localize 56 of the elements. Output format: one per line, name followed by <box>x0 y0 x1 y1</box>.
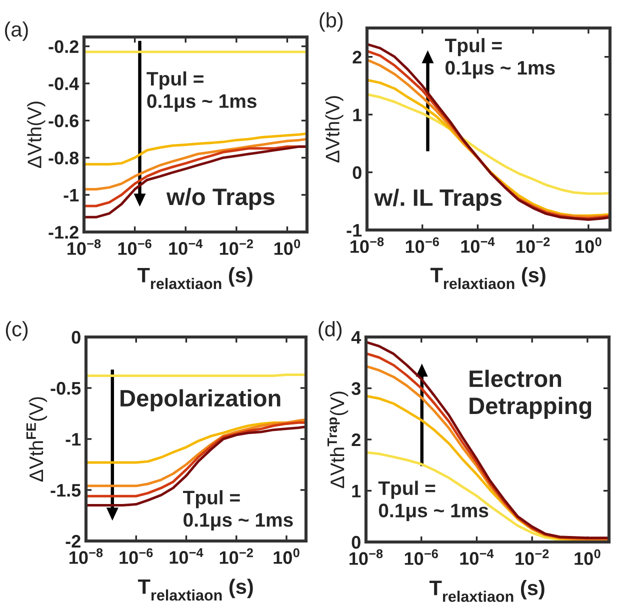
chart-title: (b) <box>320 12 343 32</box>
y-tick-label: 3 <box>352 382 360 395</box>
y-tick-label: -1 <box>346 224 362 237</box>
x-tick-label: 10$^{−6}$ <box>118 239 152 255</box>
y-tick-label: -0.6 <box>48 114 78 128</box>
x-tick-label: 10$^{−8}$ <box>350 237 384 253</box>
x-tick-label: 10$^{−2}$ <box>516 549 549 565</box>
x-tick-label: 10$^{−4}$ <box>170 548 204 564</box>
y-tick-label: -1 <box>66 433 81 446</box>
x-tick-label: 10$^{0}$ <box>574 549 600 565</box>
y-tick-label: 0 <box>352 536 360 549</box>
annotation: w/o Traps <box>166 188 274 210</box>
x-tick-label: 10$^{−6}$ <box>120 548 153 564</box>
x-tick-label: 10$^{−8}$ <box>68 239 101 255</box>
annotation: Tpul = 0.1μs ~ 1ms <box>183 490 293 531</box>
chart-title: (d) <box>318 321 342 341</box>
x-tick-label: 10$^{−2}$ <box>516 237 550 253</box>
x-tick-label: 10$^{0}$ <box>576 237 602 253</box>
annotation: Tpul = 0.1μs ~ 1ms <box>444 38 555 78</box>
x-tick-label: 10$^{−2}$ <box>220 548 253 564</box>
annotation: Depolarization <box>120 389 280 412</box>
x-tick-label: 10$^{−4}$ <box>169 239 203 255</box>
y-tick-label: -0.8 <box>48 152 79 164</box>
chart-title: (a) <box>5 21 28 41</box>
y-tick-label: 0 <box>72 330 80 344</box>
y-tick-label: -1 <box>64 188 79 202</box>
x-tick-label: 10$^{0}$ <box>274 548 300 564</box>
y-tick-label: 2 <box>352 50 362 64</box>
x-tick-label: 10$^{−8}$ <box>350 549 383 565</box>
annotation: Electron Detrapping <box>470 370 592 420</box>
y-tick-label: 2 <box>352 433 360 446</box>
x-tick-label: 10$^{−6}$ <box>406 237 439 253</box>
y-tick-label: -1.2 <box>48 226 78 239</box>
x-tick-label: 10$^{−4}$ <box>460 549 494 565</box>
y-tick-label: -0.2 <box>48 40 78 54</box>
annotation: Tpul = 0.1μs ~ 1ms <box>378 480 488 522</box>
x-tick-label: 10$^{−8}$ <box>70 548 103 564</box>
y-tick-label: -0.4 <box>48 77 80 90</box>
x-tick-label: 10$^{−6}$ <box>404 549 438 565</box>
x-tick-label: 10$^{−4}$ <box>461 237 495 253</box>
y-tick-label: -2 <box>66 534 80 548</box>
y-axis-title: ΔVth(V) <box>325 96 344 162</box>
y-tick-label: 0 <box>352 166 362 180</box>
y-axis-title: ΔVth$^{FE}$(V) <box>26 397 48 482</box>
x-tick-label: 10$^{0}$ <box>274 239 300 255</box>
y-tick-label: 1 <box>353 108 362 122</box>
y-tick-label: 4 <box>351 331 362 344</box>
y-tick-label: -0.5 <box>50 382 81 395</box>
y-tick-label: -1.5 <box>50 484 81 497</box>
y-axis-title: ΔVth(V) <box>27 102 46 168</box>
y-axis-title: ΔVth$^{Trap}$(V) <box>328 392 348 488</box>
annotation: Tpul = 0.1μs ~ 1ms <box>146 71 256 112</box>
annotation: w/. IL Traps <box>374 188 502 211</box>
x-tick-label: 10$^{−2}$ <box>220 239 253 255</box>
chart-title: (c) <box>6 321 28 341</box>
y-tick-label: 1 <box>352 484 361 498</box>
